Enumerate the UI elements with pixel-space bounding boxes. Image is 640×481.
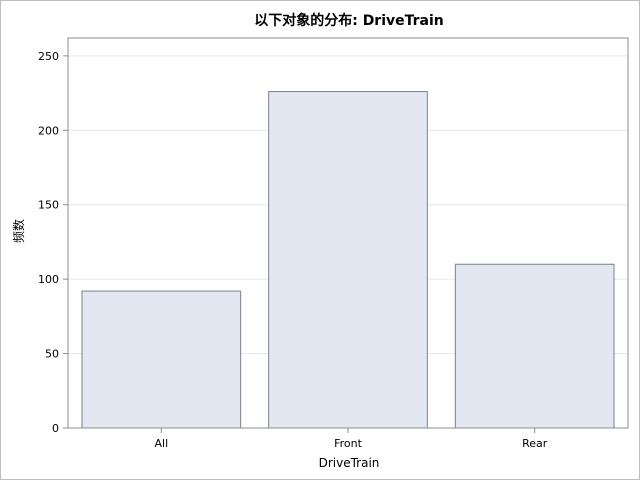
bar-all xyxy=(82,291,241,428)
y-tick-label: 100 xyxy=(38,273,59,286)
y-tick-label: 50 xyxy=(45,348,59,361)
x-tick-label: Front xyxy=(334,437,363,450)
y-axis-label: 频数 xyxy=(11,219,26,243)
chart-title: 以下对象的分布: DriveTrain xyxy=(254,12,444,29)
x-tick-label: Rear xyxy=(522,437,548,450)
bar-rear xyxy=(455,264,614,428)
y-tick-label: 200 xyxy=(38,124,59,137)
x-axis-label: DriveTrain xyxy=(319,456,380,470)
x-tick-label: All xyxy=(155,437,169,450)
y-tick-label: 0 xyxy=(52,422,59,435)
bar-front xyxy=(269,92,428,428)
y-tick-label: 150 xyxy=(38,199,59,212)
y-tick-label: 250 xyxy=(38,50,59,63)
bars xyxy=(82,92,614,428)
